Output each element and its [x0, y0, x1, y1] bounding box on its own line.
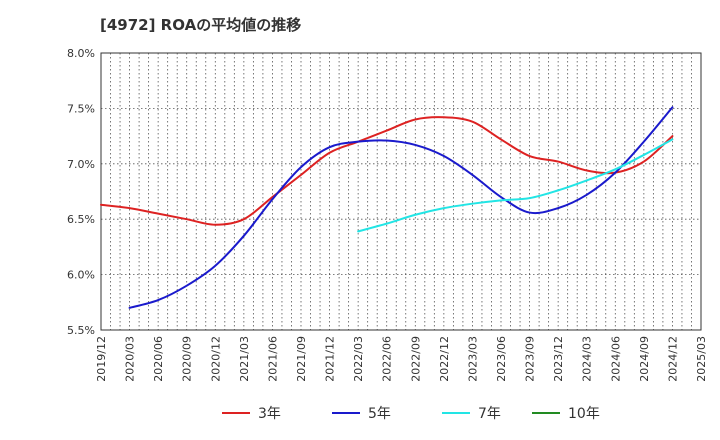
x-tick-label: 2021/09 — [295, 336, 308, 382]
x-tick-label: 2021/03 — [238, 336, 251, 382]
legend-label-3: 7年 — [478, 406, 501, 422]
x-tick-label: 2023/03 — [466, 336, 479, 382]
series-line-1 — [100, 116, 674, 226]
x-tick-label: 2022/12 — [438, 336, 451, 382]
plot-area — [101, 53, 701, 330]
y-tick-label: 7.0% — [67, 158, 95, 171]
x-tick-label: 2021/06 — [266, 336, 279, 382]
x-tick-label: 2022/09 — [409, 336, 422, 382]
x-tick-label: 2023/06 — [495, 336, 508, 382]
x-tick-label: 2020/03 — [124, 336, 137, 382]
x-tick-label: 2024/03 — [581, 336, 594, 382]
y-tick-label: 6.5% — [67, 213, 95, 226]
y-tick-label: 6.0% — [67, 269, 95, 282]
x-tick-label: 2024/09 — [638, 336, 651, 382]
x-tick-label: 2025/03 — [695, 336, 708, 382]
x-tick-label: 2020/09 — [181, 336, 194, 382]
chart-title: [4972] ROAの平均値の推移 — [100, 16, 302, 34]
x-tick-label: 2020/06 — [152, 336, 165, 382]
x-tick-label: 2023/12 — [552, 336, 565, 382]
plot-border — [100, 52, 702, 331]
x-tick-label: 2023/09 — [524, 336, 537, 382]
x-tick-label: 2022/06 — [381, 336, 394, 382]
x-tick-label: 2019/12 — [95, 336, 108, 382]
y-tick-label: 7.5% — [67, 102, 95, 115]
legend-label-4: 10年 — [568, 406, 600, 422]
x-tick-label: 2022/03 — [352, 336, 365, 382]
legend-label-1: 3年 — [258, 406, 281, 422]
legend-label-2: 5年 — [368, 406, 391, 422]
y-tick-label: 8.0% — [67, 47, 95, 60]
y-tick-label: 5.5% — [67, 324, 95, 337]
x-tick-label: 2021/12 — [324, 336, 337, 382]
x-tick-label: 2020/12 — [209, 336, 222, 382]
series-line-3 — [357, 138, 674, 233]
series-line-2 — [128, 106, 674, 309]
x-tick-label: 2024/06 — [609, 336, 622, 382]
x-tick-label: 2024/12 — [666, 336, 679, 382]
